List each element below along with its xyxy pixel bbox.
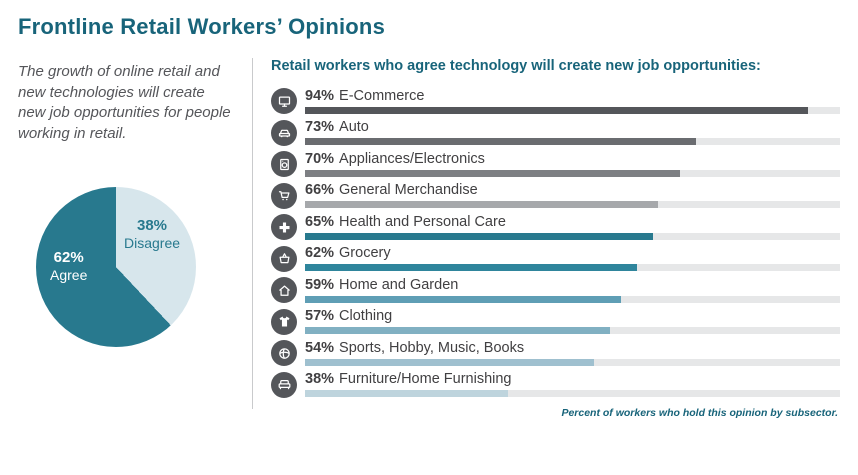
pie-agree-label: 62% Agree — [50, 249, 87, 284]
page-title: Frontline Retail Workers’ Opinions — [18, 14, 386, 39]
pie-disagree-percent: 38% — [137, 216, 168, 234]
bar-row-home-garden: 59% Home and Garden — [271, 277, 840, 303]
bar-track — [305, 358, 840, 366]
row-percent: 73% — [305, 119, 335, 135]
bar-fill — [305, 232, 653, 240]
row-label: Furniture/Home Furnishing — [339, 371, 512, 387]
bar-fill — [305, 106, 808, 114]
bar-row-sports: 54% Sports, Hobby, Music, Books — [271, 340, 840, 366]
appliance-icon — [271, 151, 297, 177]
row-body: 66% General Merchandise — [305, 183, 840, 208]
row-label: Sports, Hobby, Music, Books — [339, 339, 525, 356]
bar-track — [305, 264, 840, 271]
bar-rows: 94% E-Commerce 73% Auto — [271, 88, 840, 403]
vertical-divider — [252, 58, 253, 409]
bar-row-appliances: 70% Appliances/Electronics — [271, 151, 840, 177]
bar-row-clothing: 57% Clothing — [271, 308, 840, 335]
row-percent: 70% — [305, 150, 335, 167]
row-percent: 57% — [305, 308, 335, 324]
bar-fill — [305, 169, 680, 177]
monitor-icon — [271, 88, 297, 114]
bar-row-general-merchandise: 66% General Merchandise — [271, 182, 840, 209]
bar-track — [305, 138, 840, 145]
bar-row-health: 65% Health and Personal Care — [271, 214, 840, 240]
bar-chart-section: Retail workers who agree technology will… — [271, 54, 840, 419]
row-percent: 62% — [305, 245, 335, 261]
couch-icon — [271, 371, 297, 398]
house-icon — [271, 277, 297, 303]
pie-agree-text: Agree — [50, 266, 88, 283]
row-percent: 38% — [305, 371, 335, 387]
row-label: Home and Garden — [339, 276, 459, 293]
bar-track — [305, 232, 840, 240]
row-percent: 66% — [305, 182, 335, 198]
bar-track — [305, 295, 840, 303]
row-body: 73% Auto — [305, 120, 840, 145]
row-body: 57% Clothing — [305, 309, 840, 334]
bar-fill — [305, 295, 621, 303]
car-icon — [271, 119, 297, 146]
bar-row-furniture: 38% Furniture/Home Furnishing — [271, 371, 840, 398]
bar-track — [305, 390, 840, 397]
pie-disagree-text: Disagree — [124, 234, 181, 251]
bar-track — [305, 327, 840, 334]
pie-chart: 62% Agree 38% Disagree — [36, 186, 196, 347]
bar-row-grocery: 62% Grocery — [271, 245, 840, 272]
row-label: Health and Personal Care — [339, 213, 506, 230]
row-body: 54% Sports, Hobby, Music, Books — [305, 339, 840, 366]
bar-fill — [305, 138, 696, 145]
bar-fill — [305, 264, 637, 271]
bar-fill — [305, 327, 610, 334]
row-percent: 65% — [305, 213, 335, 230]
row-body: 59% Home and Garden — [305, 276, 840, 303]
row-body: 62% Grocery — [305, 246, 840, 271]
bar-track — [305, 169, 840, 177]
row-label: Clothing — [339, 308, 393, 324]
bar-fill — [305, 201, 659, 208]
row-percent: 94% — [305, 87, 335, 104]
pie-agree-percent: 62% — [53, 248, 84, 266]
row-body: 70% Appliances/Electronics — [305, 150, 840, 177]
shirt-icon — [271, 308, 297, 335]
cart-icon — [271, 182, 297, 209]
row-label: General Merchandise — [339, 182, 478, 198]
bar-fill — [305, 358, 594, 366]
row-percent: 54% — [305, 339, 335, 356]
ball-icon — [271, 340, 297, 366]
bar-row-ecommerce: 94% E-Commerce — [271, 88, 840, 114]
row-body: 38% Furniture/Home Furnishing — [305, 372, 840, 397]
bar-row-auto: 73% Auto — [271, 119, 840, 146]
content-area: The growth of online retail and new tech… — [18, 54, 840, 419]
bar-fill — [305, 390, 509, 397]
pie-disagree-label: 38% Disagree — [124, 217, 180, 252]
chart-heading: Retail workers who agree technology will… — [271, 58, 761, 74]
left-column: The growth of online retail and new tech… — [18, 54, 236, 419]
row-body: 94% E-Commerce — [305, 87, 840, 114]
row-label: Auto — [339, 119, 369, 135]
bar-track — [305, 201, 840, 208]
row-body: 65% Health and Personal Care — [305, 213, 840, 240]
row-label: E-Commerce — [339, 87, 425, 104]
row-percent: 59% — [305, 276, 335, 293]
row-label: Grocery — [339, 245, 391, 261]
row-label: Appliances/Electronics — [339, 150, 485, 167]
bar-track — [305, 106, 840, 114]
medical-cross-icon — [271, 214, 297, 240]
intro-text: The growth of online retail and new tech… — [18, 63, 231, 143]
pie-graphic — [36, 186, 196, 347]
basket-icon — [271, 245, 297, 272]
footnote: Percent of workers who hold this opinion… — [561, 407, 838, 419]
